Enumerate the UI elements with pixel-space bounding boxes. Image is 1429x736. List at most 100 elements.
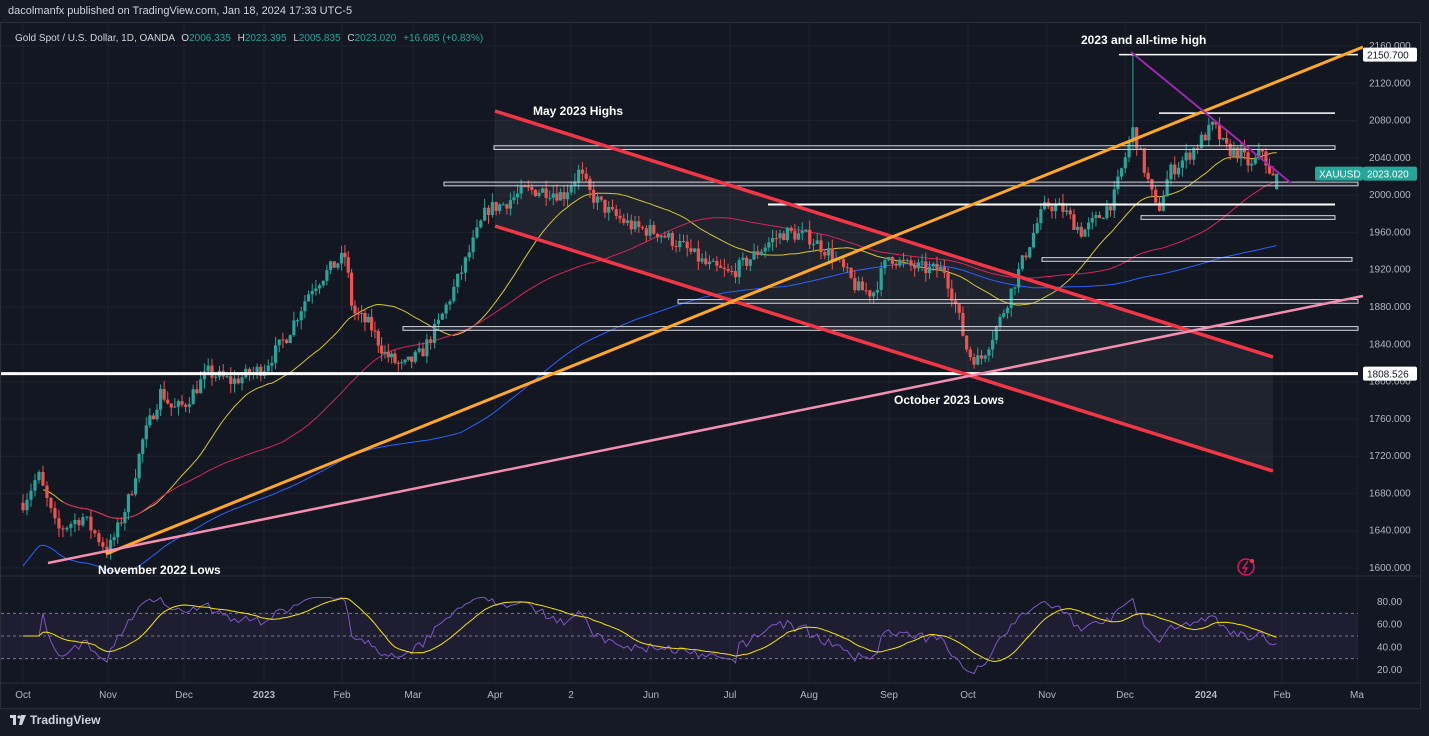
candle-body bbox=[81, 517, 85, 526]
candle-body bbox=[195, 389, 199, 394]
candle-body bbox=[229, 376, 233, 384]
time-tick-label: Ma bbox=[1350, 690, 1364, 701]
candle-body bbox=[432, 324, 437, 343]
time-axis[interactable]: Oct Nov Dec 2023 Feb Mar Apr 2 Jun Jul Aug Sep Oct No… bbox=[1, 682, 1420, 701]
time-tick-label: Mar bbox=[404, 690, 422, 701]
candle-body bbox=[819, 240, 823, 253]
candle-body bbox=[141, 439, 145, 454]
candle-body bbox=[37, 472, 41, 481]
candle-body bbox=[363, 312, 367, 323]
price-tick-label: 1600.000 bbox=[1369, 563, 1411, 574]
candle-body bbox=[148, 415, 152, 426]
candle-body bbox=[648, 225, 652, 236]
candle-body bbox=[1180, 160, 1184, 168]
candle-body bbox=[872, 292, 876, 297]
time-tick-label: Dec bbox=[1116, 690, 1134, 701]
time-tick-label: Nov bbox=[99, 690, 117, 701]
candle-body bbox=[173, 406, 177, 408]
chart-frame: 2023 and all-time high May 2023 Highs Octo… bbox=[0, 22, 1421, 709]
candle-body bbox=[841, 259, 846, 268]
chart-svg[interactable]: 2023 and all-time high May 2023 Highs Octo… bbox=[1, 23, 1420, 708]
candle-body bbox=[116, 522, 120, 538]
candle-body bbox=[887, 256, 891, 261]
candle-body bbox=[622, 218, 626, 223]
time-tick-label: Nov bbox=[1038, 690, 1056, 701]
ohlc-legend: Gold Spot / U.S. Dollar, 1D, OANDA O2006… bbox=[15, 33, 483, 44]
candle-body bbox=[979, 355, 984, 359]
svg-text:Gold Spot / U.S. Dollar, 1D, O: Gold Spot / U.S. Dollar, 1D, OANDA O2006… bbox=[15, 33, 483, 44]
candle-body bbox=[748, 259, 752, 266]
candle-body bbox=[987, 349, 991, 356]
channel-upper-line bbox=[494, 109, 1274, 359]
candle-body bbox=[1242, 147, 1247, 153]
candle-body bbox=[793, 231, 797, 240]
candle-body bbox=[1116, 176, 1120, 190]
candle-body bbox=[927, 266, 932, 274]
candle-body bbox=[853, 277, 857, 291]
tradingview-brand[interactable]: TradingView bbox=[10, 713, 100, 727]
alert-icon[interactable] bbox=[1237, 558, 1255, 576]
candle-body bbox=[1203, 134, 1207, 141]
candle-body bbox=[425, 339, 429, 357]
candle-body bbox=[210, 365, 214, 378]
candle-body bbox=[826, 248, 831, 256]
candle-body bbox=[33, 480, 37, 491]
candle-body bbox=[689, 248, 693, 252]
candle-body bbox=[1112, 189, 1116, 211]
candle-body bbox=[162, 389, 166, 400]
candle-body bbox=[994, 326, 998, 340]
price-axis[interactable]: 2160.000 2120.000 2080.000 2040.000 2000.000… bbox=[1315, 41, 1417, 676]
candle-body bbox=[800, 230, 804, 234]
candle-body bbox=[752, 251, 756, 260]
candle-body bbox=[614, 209, 618, 216]
candle-body bbox=[652, 225, 656, 234]
candle-body bbox=[396, 362, 400, 364]
candle-body bbox=[663, 235, 667, 238]
time-tick-label: Feb bbox=[333, 690, 351, 701]
candle-body bbox=[1035, 223, 1039, 233]
candle-body bbox=[1028, 247, 1032, 258]
low-value: 2005.835 bbox=[299, 33, 341, 44]
candle-body bbox=[719, 265, 723, 268]
candle-body bbox=[346, 257, 350, 273]
rsi-tick-label: 40.00 bbox=[1377, 642, 1402, 653]
candle-body bbox=[745, 257, 749, 266]
candle-body bbox=[633, 221, 637, 230]
drawings-back bbox=[495, 111, 1273, 471]
candle-body bbox=[957, 304, 961, 313]
candle-body bbox=[950, 288, 954, 301]
candle-body bbox=[555, 193, 559, 201]
candle-body bbox=[475, 227, 479, 238]
ma-mid-line bbox=[62, 180, 1277, 520]
close-value: 2023.020 bbox=[355, 33, 397, 44]
ma-fast-line bbox=[42, 152, 1277, 520]
candle-body bbox=[459, 272, 464, 274]
candle-body bbox=[670, 233, 674, 247]
drawings[interactable]: 2023 and all-time high May 2023 Highs Octo… bbox=[1, 33, 1364, 577]
candle-body bbox=[180, 401, 184, 405]
candle-body bbox=[523, 186, 527, 188]
candle-body bbox=[573, 181, 577, 187]
candle-body bbox=[711, 261, 715, 263]
candle-body bbox=[440, 313, 444, 320]
candle-body bbox=[1090, 217, 1094, 223]
candle-body bbox=[240, 377, 244, 384]
candle-body bbox=[41, 472, 45, 486]
candle-body bbox=[540, 188, 545, 193]
candle-body bbox=[1079, 226, 1083, 237]
candle-body bbox=[1131, 127, 1135, 143]
channel-lower-line bbox=[494, 224, 1274, 473]
candle-body bbox=[1005, 307, 1010, 314]
candle-body bbox=[637, 221, 641, 228]
candle-body bbox=[1214, 121, 1218, 125]
candle-body bbox=[774, 238, 778, 240]
candle-body bbox=[119, 522, 123, 524]
candle-body bbox=[21, 502, 25, 511]
candle-body bbox=[931, 263, 935, 267]
tradingview-logo-icon bbox=[10, 715, 26, 725]
time-tick-label: Apr bbox=[487, 690, 503, 701]
candle-body bbox=[328, 261, 333, 271]
candle-body bbox=[1165, 179, 1169, 197]
candle-body bbox=[808, 229, 812, 245]
candle-body bbox=[595, 196, 600, 203]
